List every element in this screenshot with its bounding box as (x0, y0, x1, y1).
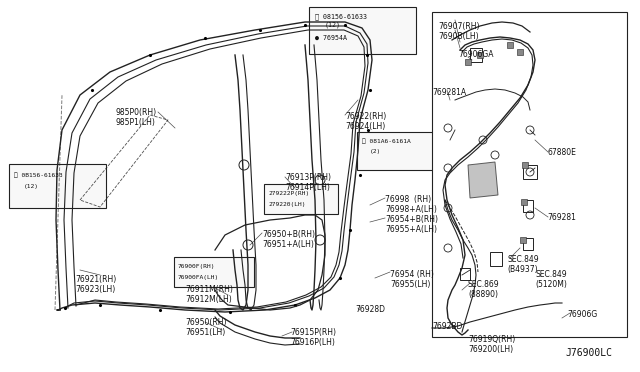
Text: 7692BD: 7692BD (432, 322, 462, 331)
Text: 76911M(RH): 76911M(RH) (185, 285, 233, 294)
Text: 279220(LH): 279220(LH) (268, 202, 305, 207)
Text: SEC.869: SEC.869 (468, 280, 500, 289)
Text: 76900F(RH): 76900F(RH) (178, 264, 216, 269)
Text: 76907(RH): 76907(RH) (438, 22, 479, 31)
FancyBboxPatch shape (309, 7, 416, 54)
Text: 76928D: 76928D (355, 305, 385, 314)
Text: Ⓑ 08156-61633: Ⓑ 08156-61633 (315, 13, 367, 20)
Bar (517, 49, 523, 55)
Text: 769281: 769281 (547, 213, 576, 222)
Polygon shape (468, 162, 498, 198)
FancyBboxPatch shape (264, 184, 338, 214)
Text: (12): (12) (24, 184, 39, 189)
Text: (88890): (88890) (468, 290, 498, 299)
Text: 76916P(LH): 76916P(LH) (290, 338, 335, 347)
Text: 985P1(LH): 985P1(LH) (115, 118, 155, 127)
Text: 76950+B(RH): 76950+B(RH) (262, 230, 315, 239)
Text: (2): (2) (370, 149, 381, 154)
Text: 76951+A(LH): 76951+A(LH) (262, 240, 314, 249)
Text: SEC.849: SEC.849 (507, 255, 539, 264)
FancyBboxPatch shape (174, 257, 254, 287)
FancyBboxPatch shape (9, 164, 106, 208)
Text: J76900LC: J76900LC (565, 348, 612, 358)
Text: 67880E: 67880E (547, 148, 576, 157)
Text: 76951(LH): 76951(LH) (185, 328, 225, 337)
Bar (523, 165, 537, 179)
Text: 76906G: 76906G (567, 310, 597, 319)
Bar (523, 200, 533, 212)
Text: (12): (12) (325, 22, 341, 29)
Text: 76924(LH): 76924(LH) (345, 122, 385, 131)
Text: 76954 (RH): 76954 (RH) (390, 270, 434, 279)
Text: 76954+B(RH): 76954+B(RH) (385, 215, 438, 224)
Bar (522, 162, 528, 168)
Bar (523, 238, 533, 250)
Text: 76950(RH): 76950(RH) (185, 318, 227, 327)
Text: 76906GA: 76906GA (458, 50, 493, 59)
Bar (490, 252, 502, 266)
FancyBboxPatch shape (357, 132, 441, 170)
Text: 76921(RH): 76921(RH) (75, 275, 116, 284)
Bar (477, 52, 483, 58)
Bar (460, 268, 470, 280)
Text: 76922(RH): 76922(RH) (345, 112, 387, 121)
Bar (470, 48, 482, 62)
Text: 76912M(LH): 76912M(LH) (185, 295, 232, 304)
Bar (520, 237, 526, 243)
Text: 76955(LH): 76955(LH) (390, 280, 430, 289)
FancyBboxPatch shape (432, 12, 627, 337)
Text: 279222P(RH): 279222P(RH) (268, 191, 309, 196)
Bar (465, 59, 471, 65)
Text: 76900FA(LH): 76900FA(LH) (178, 275, 220, 280)
Text: ● 76954A: ● 76954A (315, 35, 347, 41)
Text: 76998+A(LH): 76998+A(LH) (385, 205, 437, 214)
Text: 985P0(RH): 985P0(RH) (115, 108, 156, 117)
Text: 76914P(LH): 76914P(LH) (285, 183, 330, 192)
Text: 76915P(RH): 76915P(RH) (290, 328, 336, 337)
Text: 76923(LH): 76923(LH) (75, 285, 115, 294)
Text: 7690B(LH): 7690B(LH) (438, 32, 479, 41)
Text: SEC.849: SEC.849 (535, 270, 566, 279)
Bar (507, 42, 513, 48)
Bar (521, 199, 527, 205)
Text: Ⓑ 0B156-61633: Ⓑ 0B156-61633 (14, 172, 63, 178)
Text: 769200(LH): 769200(LH) (468, 345, 513, 354)
Text: 76913P(RH): 76913P(RH) (285, 173, 331, 182)
Text: (5120M): (5120M) (535, 280, 567, 289)
Text: 76998  (RH): 76998 (RH) (385, 195, 431, 204)
Text: Ⓑ 081A6-6161A: Ⓑ 081A6-6161A (362, 138, 411, 144)
Text: (B4937): (B4937) (507, 265, 538, 274)
Text: 76919Q(RH): 76919Q(RH) (468, 335, 515, 344)
Text: 769281A: 769281A (432, 88, 466, 97)
Text: 76955+A(LH): 76955+A(LH) (385, 225, 437, 234)
